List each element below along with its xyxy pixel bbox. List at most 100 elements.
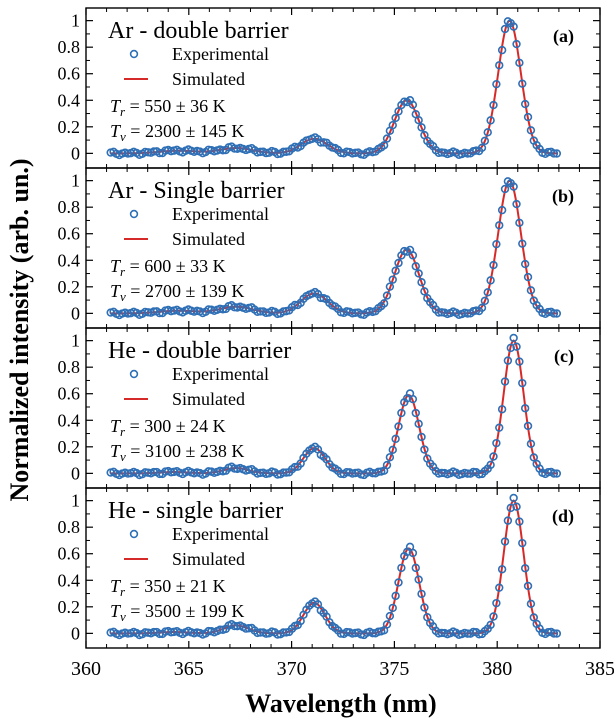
experimental-point — [529, 613, 538, 622]
legend-simulated-label: Simulated — [172, 69, 245, 89]
experimental-point — [526, 439, 536, 448]
legend-experimental-label: Experimental — [172, 44, 269, 64]
x-tick-label: 360 — [71, 658, 101, 680]
experimental-point — [411, 408, 420, 418]
experimental-point — [526, 286, 536, 295]
temperature-annotation: Tr = 300 ± 24 K — [110, 416, 226, 439]
experimental-point — [520, 99, 530, 109]
experimental-point — [509, 493, 518, 503]
experimental-point — [397, 408, 406, 418]
y-tick-label: 0.2 — [58, 597, 81, 617]
experimental-point — [495, 61, 504, 70]
experimental-point — [414, 116, 423, 125]
experimental-point — [411, 563, 420, 573]
experimental-point — [394, 258, 403, 268]
x-tick-label: 370 — [277, 658, 307, 680]
panel-label: (c) — [554, 346, 574, 367]
experimental-point — [520, 259, 530, 269]
experimental-point — [417, 432, 426, 442]
y-tick-label: 0 — [71, 143, 80, 163]
experimental-point — [417, 123, 426, 132]
experimental-point — [526, 599, 536, 608]
experimental-point — [256, 628, 265, 637]
temperature-annotation: Tv = 2700 ± 139 K — [110, 281, 244, 304]
temperature-annotation: Tr = 350 ± 21 K — [110, 576, 226, 599]
experimental-point — [520, 564, 530, 573]
experimental-point — [385, 453, 395, 462]
experimental-point — [379, 141, 389, 150]
legend: Experimental Simulated — [124, 204, 269, 249]
experimental-point — [480, 136, 490, 146]
experimental-point — [492, 79, 501, 89]
y-tick-label: 0.4 — [58, 250, 81, 270]
panel-title: He - double barrier — [108, 338, 291, 364]
experimental-point — [512, 199, 521, 209]
temperature-annotation: Tr = 550 ± 36 K — [110, 96, 226, 119]
experimental-point — [483, 128, 492, 137]
y-tick-label: 0.4 — [58, 90, 81, 110]
experimental-point — [408, 251, 418, 260]
experimental-point — [408, 100, 418, 110]
experimental-point — [549, 309, 559, 318]
experimental-point — [492, 598, 501, 608]
experimental-point — [417, 589, 426, 599]
legend-experimental-marker — [129, 209, 139, 219]
experimental-point — [480, 296, 490, 306]
experimental-point — [230, 621, 239, 631]
experimental-point — [523, 421, 533, 431]
experimental-point — [543, 628, 553, 637]
experimental-point — [382, 620, 392, 629]
y-tick-label: 1 — [71, 11, 80, 31]
experimental-point — [506, 503, 515, 513]
legend-simulated-label: Simulated — [172, 229, 245, 249]
experimental-point — [518, 538, 527, 548]
panel-c: 0 0.2 0.4 0.6 0.8 1 He - double barrier (c) Expe… — [58, 327, 601, 489]
experimental-point — [411, 262, 420, 271]
y-tick-label: 0.4 — [58, 410, 81, 430]
experimental-point — [391, 266, 400, 275]
panel-label: (a) — [553, 26, 574, 47]
panel-frame — [85, 487, 601, 649]
panel-a: 0 0.2 0.4 0.6 0.8 1 Ar - double barrier (a) Expe… — [58, 7, 601, 169]
x-axis-label: Wavelength (nm) — [245, 689, 436, 718]
experimental-point — [391, 591, 400, 601]
y-tick-label: 0 — [71, 623, 80, 643]
experimental-point — [394, 578, 403, 587]
experimental-point — [279, 628, 288, 637]
experimental-point — [414, 269, 423, 278]
experimental-point — [420, 445, 429, 454]
legend-experimental-label: Experimental — [172, 204, 269, 224]
y-tick-label: 1 — [71, 331, 80, 351]
y-tick-label: 0.6 — [58, 224, 81, 244]
y-tick-label: 0.2 — [58, 437, 81, 457]
experimental-point — [385, 282, 395, 291]
experimental-point — [408, 394, 418, 404]
experimental-point — [336, 148, 346, 158]
panel-label: (d) — [552, 506, 574, 527]
y-tick-label: 0.8 — [58, 37, 81, 57]
experimental-point — [414, 419, 423, 428]
experimental-point — [512, 502, 521, 511]
experimental-point — [515, 517, 524, 526]
experimental-point — [388, 120, 397, 130]
y-tick-label: 0.8 — [58, 197, 81, 217]
experimental-point — [486, 116, 495, 125]
experimental-point — [368, 468, 377, 478]
legend-experimental-marker — [129, 529, 139, 539]
experimental-point — [520, 404, 530, 413]
experimental-point — [500, 24, 510, 34]
temperature-annotation: Tv = 3500 ± 199 K — [110, 601, 244, 624]
experimental-point — [512, 342, 521, 351]
experimental-point — [391, 113, 400, 123]
legend-simulated-label: Simulated — [172, 549, 245, 569]
panel-b: 0 0.2 0.4 0.6 0.8 1 Ar - Single barrier (b) Expe… — [58, 167, 601, 329]
experimental-point — [509, 333, 518, 343]
experimental-point — [382, 134, 392, 143]
experimental-point — [483, 288, 492, 297]
experimental-point — [279, 468, 288, 477]
experimental-point — [495, 221, 504, 230]
experimental-point — [492, 239, 501, 249]
temperature-annotation: Tv = 2300 ± 145 K — [110, 121, 244, 144]
x-tick-label: 380 — [482, 658, 512, 680]
